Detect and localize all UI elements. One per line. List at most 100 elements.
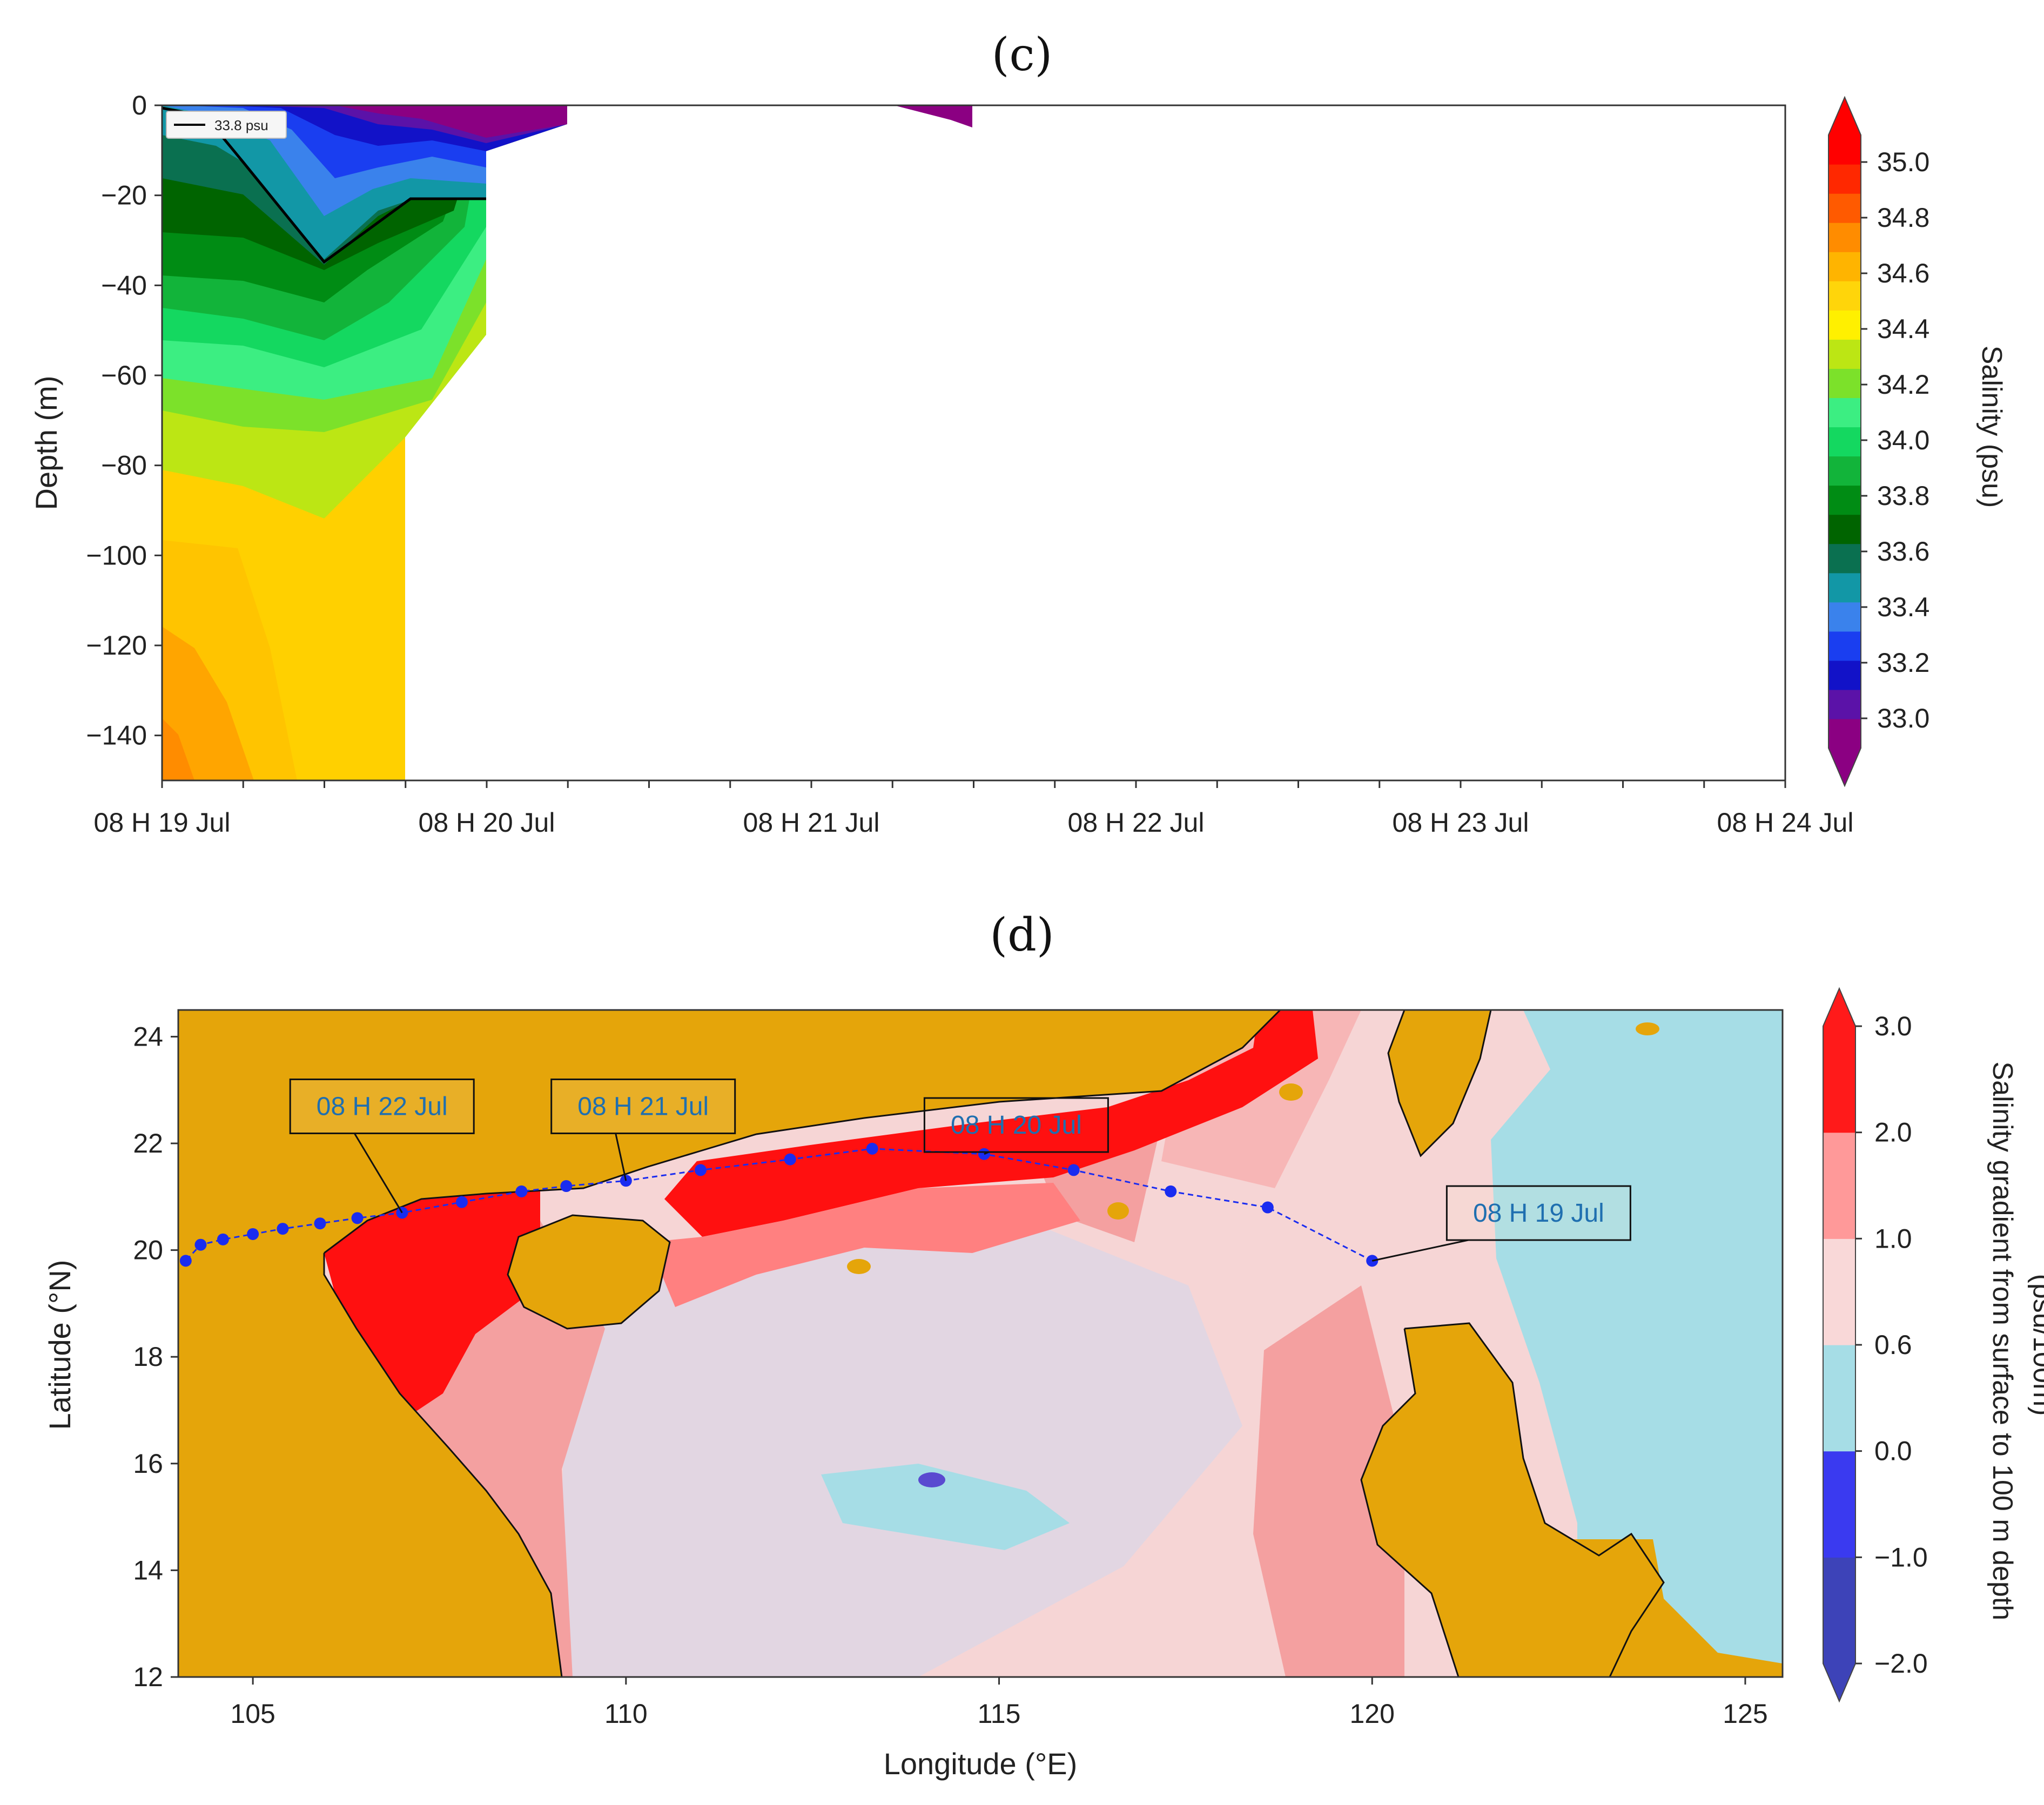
track-point	[455, 1196, 468, 1208]
salinity-gradient-map	[178, 1010, 1783, 1677]
panel-d-frame	[177, 1009, 1784, 1678]
c-ytick-label: −40	[101, 270, 147, 300]
annotation-label: 08 H 19 Jul	[1473, 1199, 1604, 1228]
annotation-label: 08 H 22 Jul	[317, 1092, 448, 1121]
panel-c-ylabel: Depth (m)	[29, 376, 63, 510]
c-ytick-label: 0	[132, 90, 147, 120]
colorbar-segment	[1828, 485, 1861, 515]
colorbar-tick-label: 34.2	[1877, 369, 1929, 400]
coastlines	[323, 1010, 1665, 1677]
colorbar-tick-label: 34.0	[1877, 425, 1929, 455]
colorbar-segment	[1828, 602, 1861, 632]
colorbar-tick-label: 1.0	[1874, 1223, 1912, 1254]
track-point	[194, 1238, 207, 1251]
c-ytick-label: −20	[101, 180, 147, 211]
colorbar-tick-label: 3.0	[1874, 1011, 1912, 1041]
colorbar-segment	[1828, 193, 1861, 223]
track-point	[1165, 1185, 1177, 1197]
colorbar-tick-label: −2.0	[1874, 1648, 1928, 1679]
track-point	[784, 1153, 796, 1166]
track-point	[217, 1233, 229, 1245]
annotation-box	[550, 1078, 736, 1134]
panel-c-legend: 33.8 psu	[166, 111, 287, 139]
colorbar-segment	[1828, 660, 1861, 690]
track-point	[560, 1180, 573, 1193]
c-ytick-label: −60	[101, 360, 147, 390]
panel-c-axes: 0 −20 −40 −60 −80 −100 −120 −140 08 H 19 Jul 08 H…	[86, 90, 1853, 838]
panel-d-colorbar-label: Salinity gradient from surface to 100 m …	[1987, 1061, 2044, 1628]
track-line	[185, 1148, 1373, 1262]
annotation-leader	[1371, 1239, 1469, 1262]
panel-d-axes: 105 110 115 120 125 12 14 16 18 20 22 24	[133, 1021, 1767, 1729]
colorbar-segment	[1828, 514, 1861, 544]
c-xtick-label: 08 H 24 Jul	[1717, 807, 1854, 838]
colorbar-segment	[1828, 339, 1861, 369]
annotation-label: 08 H 20 Jul	[951, 1111, 1082, 1140]
d-xtick-label: 105	[230, 1699, 275, 1729]
colorbar-segment	[1828, 573, 1861, 603]
colorbar-segment	[1828, 718, 1861, 749]
d-xtick-label: 120	[1350, 1699, 1395, 1729]
legend-entry: 33.8 psu	[214, 117, 268, 133]
colorbar-segment	[1828, 427, 1861, 457]
annotation-box	[923, 1097, 1109, 1153]
c-xtick-label: 08 H 23 Jul	[1393, 807, 1529, 838]
c-ytick-label: −140	[86, 720, 147, 751]
track-annotations: 08 H 22 Jul 08 H 21 Jul 08 H 20 Jul 08 H 19…	[289, 1078, 1631, 1262]
colorbar-tick-label: 33.6	[1877, 536, 1929, 567]
panel-c-colorbar-label: Salinity (psu)	[1976, 346, 2007, 508]
track-point	[1261, 1201, 1274, 1214]
colorbar-segment	[1828, 631, 1861, 661]
colorbar-segment	[1823, 1238, 1855, 1345]
panel-c-label: (c)	[992, 28, 1053, 81]
colorbar-segment	[1823, 1345, 1855, 1452]
colorbar-tick-label: 34.4	[1877, 314, 1929, 344]
colorbar-segment	[1828, 252, 1861, 281]
panel-d-ylabel: Latitude (°N)	[43, 1260, 77, 1430]
panel-c-colorbar: 35.0 34.8 34.6 34.4 34.2 34.0 33.8 33.6 33.4 33.2…	[1828, 96, 1929, 787]
colorbar-segment	[1828, 310, 1861, 340]
colorbar-segment	[1828, 368, 1861, 399]
d-ytick-label: 24	[133, 1021, 163, 1052]
d-xtick-label: 125	[1723, 1699, 1767, 1729]
colorbar-tick-label: 34.8	[1877, 203, 1929, 233]
colorbar-tick-label: −1.0	[1874, 1542, 1928, 1572]
panel-d-colorbar: 3.0 2.0 1.0 0.6 0.0 −1.0 −2.0	[1823, 987, 1928, 1703]
panel-d-label: (d)	[990, 908, 1054, 961]
colorbar-tick-label: 33.0	[1877, 703, 1929, 733]
c-xtick-label: 08 H 22 Jul	[1068, 807, 1205, 838]
colorbar-segment	[1828, 543, 1861, 574]
d-ytick-label: 18	[133, 1342, 163, 1372]
colorbar-segment	[1828, 135, 1861, 165]
track-point	[515, 1185, 528, 1197]
colorbar-extend-top	[1823, 988, 1855, 1026]
colorbar-segment	[1823, 1132, 1855, 1239]
colorbar-segment	[1823, 1557, 1855, 1664]
colorbar-outline	[1828, 96, 1861, 787]
panel-c-plot: 33.8 psu 0 −20 −40 −60 −80 −100 −120 −140 08 H 1…	[29, 90, 1853, 838]
d-ytick-label: 20	[133, 1235, 163, 1265]
colorbar-segment	[1823, 1026, 1855, 1133]
panel-d-colorbar-label-line2: (psu/100m)	[2027, 1274, 2044, 1416]
annotation-box	[1445, 1185, 1631, 1241]
track-point	[1067, 1164, 1080, 1176]
salinity-contour-fill	[162, 105, 1785, 780]
colorbar-tick-label: 2.0	[1874, 1117, 1912, 1148]
c-ytick-label: −100	[86, 540, 147, 570]
d-ytick-label: 22	[133, 1128, 163, 1159]
panel-d-colorbar-label-line1: Salinity gradient from surface to 100 m …	[1987, 1061, 2018, 1620]
colorbar-segment	[1828, 398, 1861, 428]
colorbar-tick-label: 0.0	[1874, 1436, 1912, 1466]
d-ytick-label: 12	[133, 1662, 163, 1692]
d-xtick-label: 110	[604, 1699, 648, 1729]
colorbar-extend-bottom	[1823, 1663, 1855, 1701]
c-ytick-label: −120	[86, 630, 147, 661]
annotation-leader	[353, 1133, 403, 1214]
track-point	[277, 1223, 289, 1235]
d-xtick-label: 115	[978, 1699, 1021, 1729]
d-ytick-label: 14	[133, 1555, 163, 1585]
colorbar-segment	[1828, 223, 1861, 252]
track-point	[179, 1255, 192, 1267]
colorbar-tick-label: 34.6	[1877, 258, 1929, 288]
